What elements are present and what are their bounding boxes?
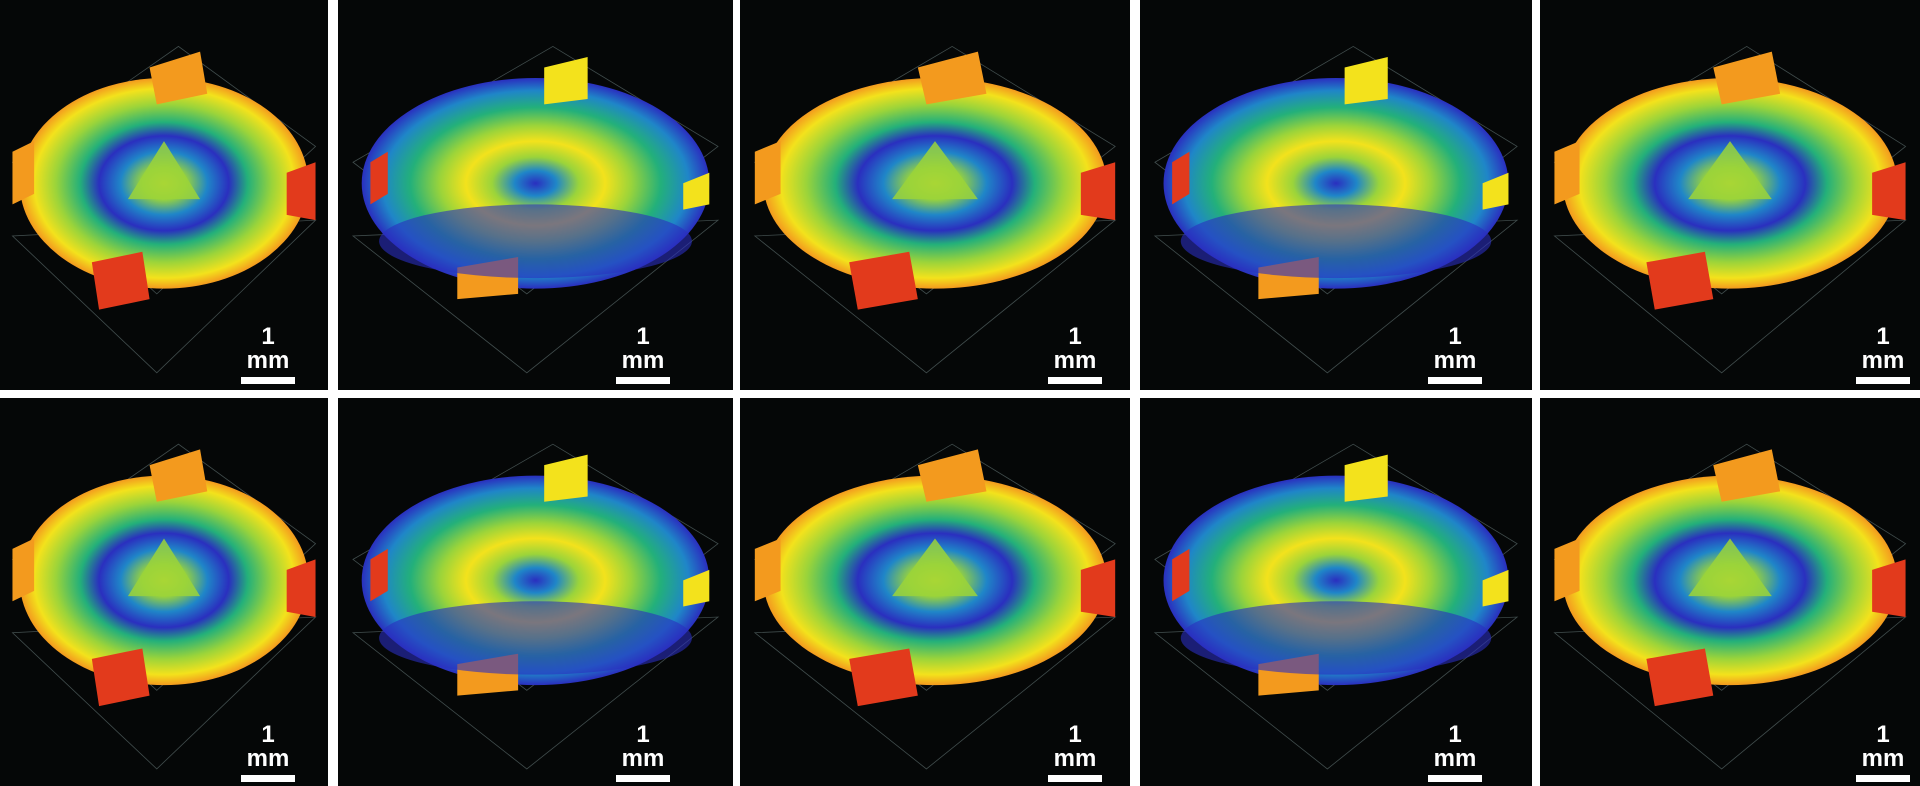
scale-bar-line	[1856, 775, 1910, 782]
scale-bar-line	[1048, 377, 1102, 384]
surface-plot-cone	[11, 45, 317, 374]
scale-bar-label: 1 mm	[246, 323, 290, 374]
scale-bar: 1 mm	[1045, 723, 1105, 782]
surface-plot-cone	[1553, 45, 1907, 374]
scale-bar-label: 1 mm	[621, 323, 665, 374]
scale-bar-line	[241, 377, 295, 384]
surface-plot-ring	[351, 45, 720, 374]
panel-ring: 1 mm	[338, 398, 733, 786]
scale-bar-line	[241, 775, 295, 782]
surface-plot-cone	[11, 443, 317, 770]
panel-cone: 1 mm	[740, 398, 1130, 786]
scale-bar: 1 mm	[1425, 723, 1485, 782]
scale-bar-line	[616, 377, 670, 384]
surface-plot-ring	[1153, 443, 1519, 770]
scale-bar-line	[1048, 775, 1102, 782]
scale-bar-label: 1 mm	[1053, 721, 1097, 772]
panel-cone: 1 mm	[1540, 0, 1920, 390]
scale-bar-label: 1 mm	[1861, 721, 1905, 772]
panel-cone: 1 mm	[0, 0, 328, 390]
panel-cone: 1 mm	[0, 398, 328, 786]
surface-plot-cone	[753, 443, 1117, 770]
scale-bar-line	[616, 775, 670, 782]
surface-plot-ring	[1153, 45, 1519, 374]
scale-bar: 1 mm	[238, 723, 298, 782]
scale-bar: 1 mm	[1853, 325, 1913, 384]
scale-bar-line	[1428, 377, 1482, 384]
scale-bar: 1 mm	[238, 325, 298, 384]
panel-cone: 1 mm	[740, 0, 1130, 390]
scale-bar: 1 mm	[613, 723, 673, 782]
scale-bar: 1 mm	[613, 325, 673, 384]
scale-bar-line	[1428, 775, 1482, 782]
panel-cone: 1 mm	[1540, 398, 1920, 786]
surface-plot-ring	[351, 443, 720, 770]
scale-bar-label: 1 mm	[1433, 323, 1477, 374]
scale-bar-label: 1 mm	[1053, 323, 1097, 374]
scale-bar-label: 1 mm	[621, 721, 665, 772]
surface-plot-cone	[753, 45, 1117, 374]
scale-bar-label: 1 mm	[1433, 721, 1477, 772]
panel-ring: 1 mm	[338, 0, 733, 390]
scale-bar: 1 mm	[1853, 723, 1913, 782]
panel-ring: 1 mm	[1140, 398, 1532, 786]
scale-bar-line	[1856, 377, 1910, 384]
scale-bar-label: 1 mm	[246, 721, 290, 772]
scale-bar-label: 1 mm	[1861, 323, 1905, 374]
surface-plot-cone	[1553, 443, 1907, 770]
panel-ring: 1 mm	[1140, 0, 1532, 390]
scale-bar: 1 mm	[1045, 325, 1105, 384]
scale-bar: 1 mm	[1425, 325, 1485, 384]
